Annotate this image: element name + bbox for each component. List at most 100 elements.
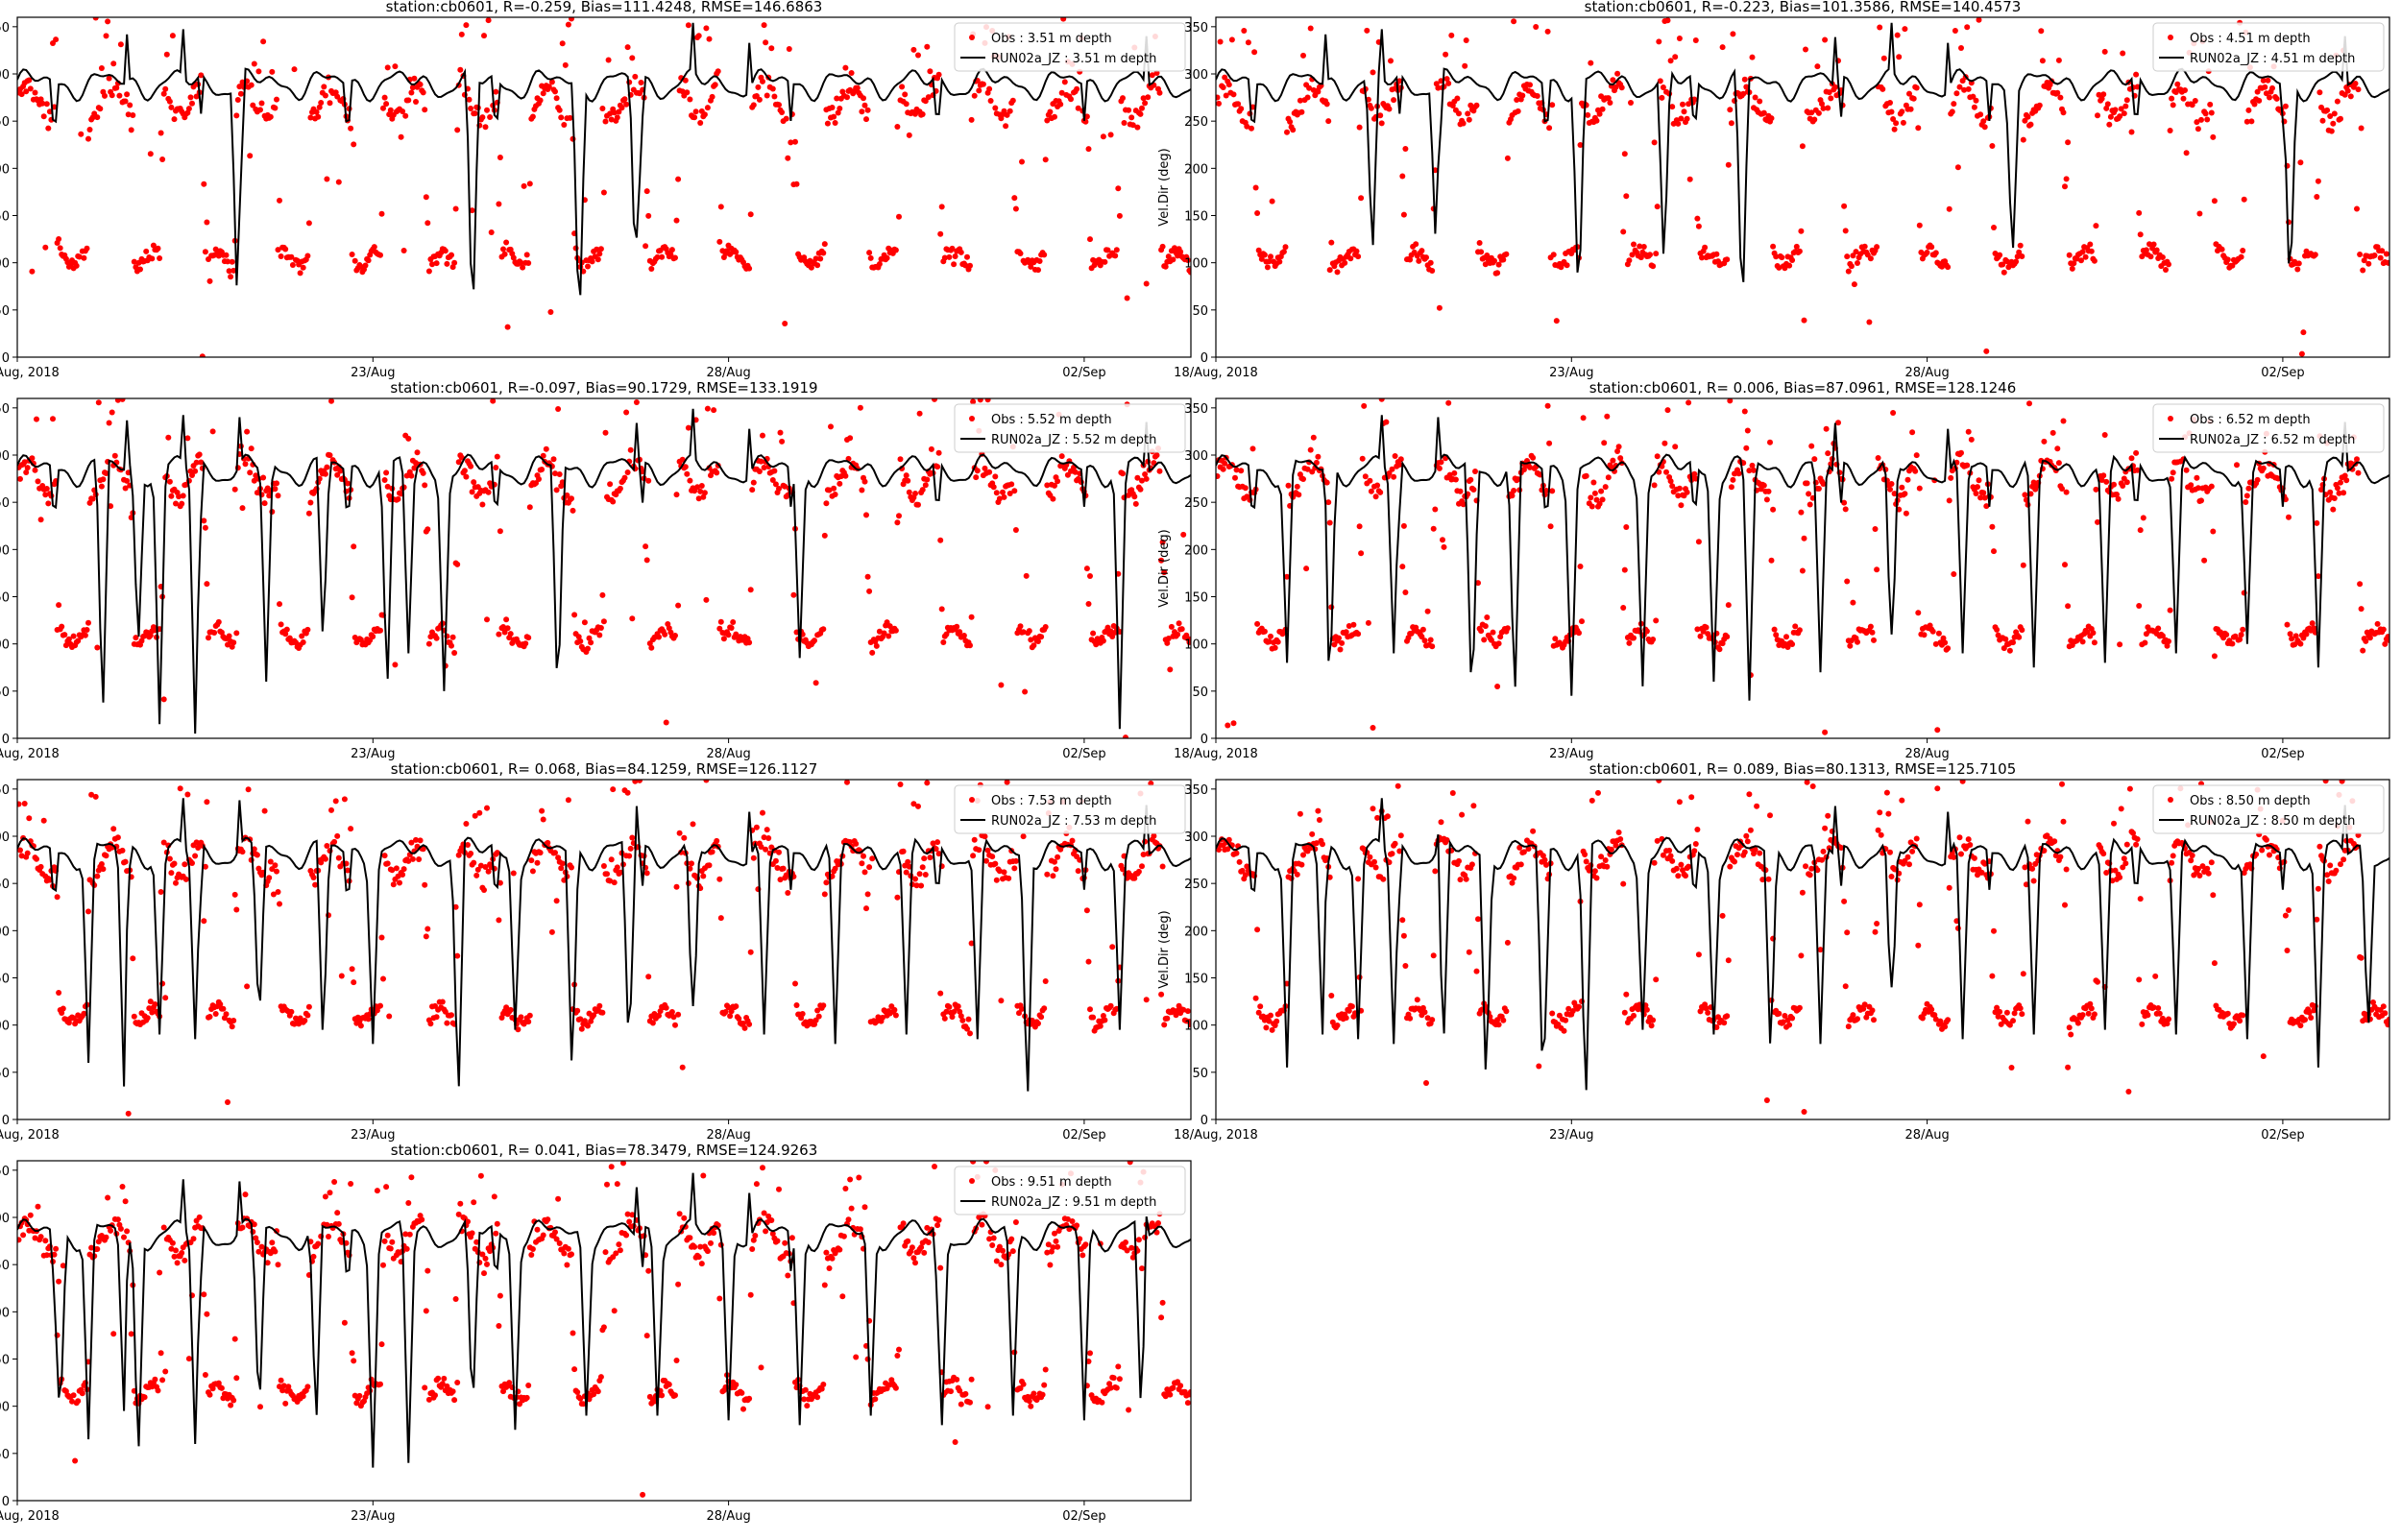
obs-point <box>323 93 328 99</box>
obs-point <box>885 255 890 261</box>
obs-point <box>986 86 992 92</box>
obs-point <box>334 833 340 839</box>
obs-point <box>859 860 864 866</box>
obs-point <box>1855 260 1860 266</box>
obs-point <box>601 190 607 196</box>
obs-point <box>932 397 937 402</box>
obs-point <box>1896 54 1902 60</box>
obs-point <box>1601 440 1607 445</box>
obs-point <box>785 156 790 161</box>
obs-point <box>1249 126 1254 132</box>
obs-point <box>2267 853 2272 858</box>
obs-point <box>1465 110 1470 116</box>
obs-point <box>1251 49 1257 55</box>
obs-point <box>1275 639 1281 645</box>
obs-point <box>1705 1010 1710 1016</box>
obs-point <box>1855 1016 1860 1022</box>
obs-point <box>1828 95 1833 101</box>
obs-point <box>1754 804 1759 809</box>
obs-point <box>216 619 222 625</box>
x-tick-label: 23/Aug <box>351 1509 395 1524</box>
obs-point <box>192 854 198 859</box>
obs-point <box>385 860 391 866</box>
obs-point <box>603 430 609 436</box>
obs-point <box>1157 469 1163 474</box>
obs-point <box>1458 489 1464 494</box>
obs-point <box>301 265 306 271</box>
obs-point <box>1594 118 1600 124</box>
obs-point <box>1315 454 1321 460</box>
obs-point <box>434 260 440 266</box>
obs-point <box>1180 532 1186 538</box>
obs-point <box>1102 259 1107 265</box>
obs-point <box>1822 730 1828 735</box>
obs-point <box>481 887 487 893</box>
x-tick-label: 18/Aug, 2018 <box>1174 366 1258 380</box>
x-tick-label: 23/Aug <box>1549 747 1593 761</box>
obs-point <box>1179 626 1185 632</box>
obs-point <box>1401 212 1407 218</box>
obs-point <box>2154 248 2160 253</box>
obs-point <box>1041 252 1047 257</box>
obs-point <box>1948 475 1953 481</box>
obs-point <box>2106 122 2112 128</box>
obs-point <box>1481 637 1487 642</box>
obs-point <box>751 480 757 486</box>
obs-point <box>351 141 356 147</box>
obs-point <box>243 461 249 467</box>
obs-point <box>1726 162 1732 168</box>
obs-point <box>511 871 517 877</box>
obs-point <box>1549 102 1555 108</box>
y-tick-label: 0 <box>1200 351 1208 366</box>
obs-point <box>1997 1009 2002 1015</box>
obs-point <box>1685 116 1690 122</box>
obs-point <box>2031 878 2037 884</box>
obs-point <box>85 246 90 252</box>
obs-point <box>2025 819 2031 825</box>
obs-point <box>94 874 100 879</box>
obs-point <box>1496 640 1502 646</box>
x-tick-label: 02/Sep <box>2261 1128 2304 1143</box>
obs-point <box>1342 260 1347 266</box>
obs-point <box>2382 641 2388 647</box>
obs-point <box>1887 100 1893 106</box>
legend-model-label: RUN02a_JZ : 3.51 m depth <box>991 52 1156 66</box>
chart-title: station:cb0601, R=-0.259, Bias=111.4248,… <box>386 0 823 15</box>
obs-point <box>1483 623 1489 629</box>
obs-point <box>1909 849 1915 854</box>
obs-point <box>301 639 306 645</box>
obs-point <box>28 85 34 91</box>
obs-point <box>992 106 998 111</box>
obs-point <box>1887 487 1893 493</box>
obs-point <box>1915 943 1921 949</box>
obs-point <box>1798 510 1804 516</box>
obs-point <box>2086 1011 2092 1017</box>
obs-point <box>891 1007 897 1013</box>
obs-point <box>2354 456 2360 462</box>
obs-point <box>596 251 602 256</box>
obs-point <box>206 635 211 640</box>
obs-point <box>610 499 616 505</box>
obs-point <box>1822 826 1828 831</box>
y-tick-label: 100 <box>1184 1020 1208 1034</box>
obs-point <box>1415 997 1420 1002</box>
chart-title: station:cb0601, R= 0.041, Bias=78.3479, … <box>391 1142 818 1159</box>
obs-point <box>672 255 678 261</box>
obs-point <box>410 856 416 862</box>
obs-point <box>292 66 298 72</box>
obs-point <box>1139 863 1145 869</box>
obs-point <box>603 119 609 125</box>
chart-panel-2: station:cb0601, R=-0.223, Bias=101.3586,… <box>1157 0 2392 380</box>
obs-point <box>233 630 239 636</box>
obs-point <box>1877 25 1882 31</box>
obs-point <box>1388 58 1394 63</box>
obs-point <box>1713 252 1719 257</box>
obs-point <box>954 624 959 630</box>
obs-point <box>1511 876 1516 881</box>
obs-point <box>1925 250 1930 255</box>
obs-point <box>1439 459 1444 465</box>
obs-point <box>55 894 61 900</box>
obs-point <box>179 501 184 507</box>
obs-point <box>143 249 149 254</box>
obs-point <box>585 264 591 270</box>
